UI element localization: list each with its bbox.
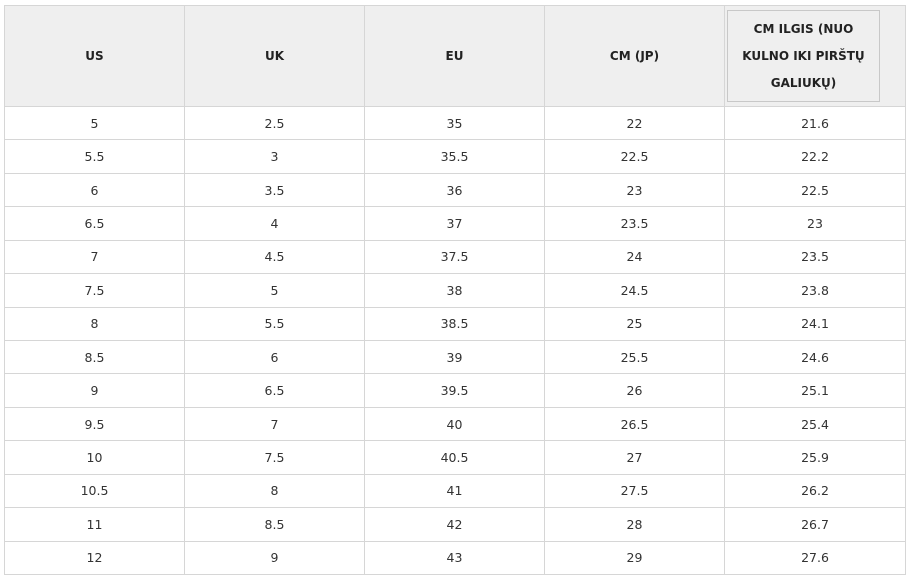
table-cell: 26.7: [725, 508, 906, 542]
table-cell: 9: [5, 374, 185, 408]
header-cell: CM ILGIS (NUO KULNO IKI PIRŠTŲ GALIUKŲ): [725, 6, 906, 107]
table-cell: 9: [185, 541, 365, 575]
table-cell: 24: [545, 240, 725, 275]
table-cell: 24.5: [545, 274, 725, 308]
table-cell: 43: [365, 541, 545, 575]
table-cell: 11: [5, 508, 185, 542]
table-cell: 25.1: [725, 374, 906, 408]
table-cell: 24.6: [725, 341, 906, 375]
table-cell: 22.2: [725, 140, 906, 174]
table-cell: 28: [545, 508, 725, 542]
table-cell: 9.5: [5, 407, 185, 442]
table-cell: 27: [545, 441, 725, 475]
table-cell: 22.5: [545, 140, 725, 174]
table-cell: 37.5: [365, 240, 545, 275]
table-cell: 6: [185, 341, 365, 375]
table-cell: 22: [545, 107, 725, 141]
table-cell: 4: [185, 207, 365, 241]
table-cell: 26: [545, 374, 725, 408]
table-cell: 6.5: [185, 374, 365, 408]
table-cell: 6: [5, 173, 185, 208]
table-cell: 3: [185, 140, 365, 174]
table-cell: 39: [365, 341, 545, 375]
table-cell: 7.5: [5, 274, 185, 308]
table-cell: 38.5: [365, 307, 545, 341]
table-cell: 39.5: [365, 374, 545, 408]
table-cell: 23.5: [545, 207, 725, 241]
table-cell: 7: [185, 407, 365, 442]
table-cell: 26.5: [545, 407, 725, 442]
table-cell: 5: [5, 107, 185, 141]
table-cell: 38: [365, 274, 545, 308]
table-cell: 24.1: [725, 307, 906, 341]
table-cell: 8.5: [185, 508, 365, 542]
table-cell: 23: [545, 173, 725, 208]
table-cell: 41: [365, 474, 545, 509]
table-cell: 5.5: [5, 140, 185, 174]
table-cell: 2.5: [185, 107, 365, 141]
table-cell: 25.9: [725, 441, 906, 475]
header-cell: UK: [185, 6, 365, 107]
table-cell: 25.5: [545, 341, 725, 375]
table-cell: 5.5: [185, 307, 365, 341]
table-cell: 3.5: [185, 173, 365, 208]
header-cell: CM (JP): [545, 6, 725, 107]
table-cell: 7.5: [185, 441, 365, 475]
table-cell: 23: [725, 207, 906, 241]
table-cell: 23.5: [725, 240, 906, 275]
table-cell: 25.4: [725, 407, 906, 442]
table-cell: 36: [365, 173, 545, 208]
table-cell: 35: [365, 107, 545, 141]
header-cell: EU: [365, 6, 545, 107]
table-cell: 7: [5, 240, 185, 275]
table-cell: 37: [365, 207, 545, 241]
header-cell: US: [5, 6, 185, 107]
table-cell: 27.6: [725, 541, 906, 575]
table-cell: 40.5: [365, 441, 545, 475]
table-cell: 35.5: [365, 140, 545, 174]
table-cell: 10: [5, 441, 185, 475]
table-cell: 8: [5, 307, 185, 341]
table-cell: 4.5: [185, 240, 365, 275]
table-cell: 6.5: [5, 207, 185, 241]
table-cell: 29: [545, 541, 725, 575]
table-cell: 5: [185, 274, 365, 308]
table-cell: 10.5: [5, 474, 185, 509]
table-cell: 25: [545, 307, 725, 341]
table-cell: 42: [365, 508, 545, 542]
table-cell: 27.5: [545, 474, 725, 509]
header-box: CM ILGIS (NUO KULNO IKI PIRŠTŲ GALIUKŲ): [727, 10, 880, 102]
table-cell: 12: [5, 541, 185, 575]
table-cell: 23.8: [725, 274, 906, 308]
table-cell: 21.6: [725, 107, 906, 141]
size-table: US UK EU CM (JP) CM ILGIS (NUO KULNO IKI PIR…: [4, 5, 906, 575]
table-cell: 8: [185, 474, 365, 509]
table-cell: 26.2: [725, 474, 906, 509]
table-cell: 8.5: [5, 341, 185, 375]
table-cell: 22.5: [725, 173, 906, 208]
table-cell: 40: [365, 407, 545, 442]
